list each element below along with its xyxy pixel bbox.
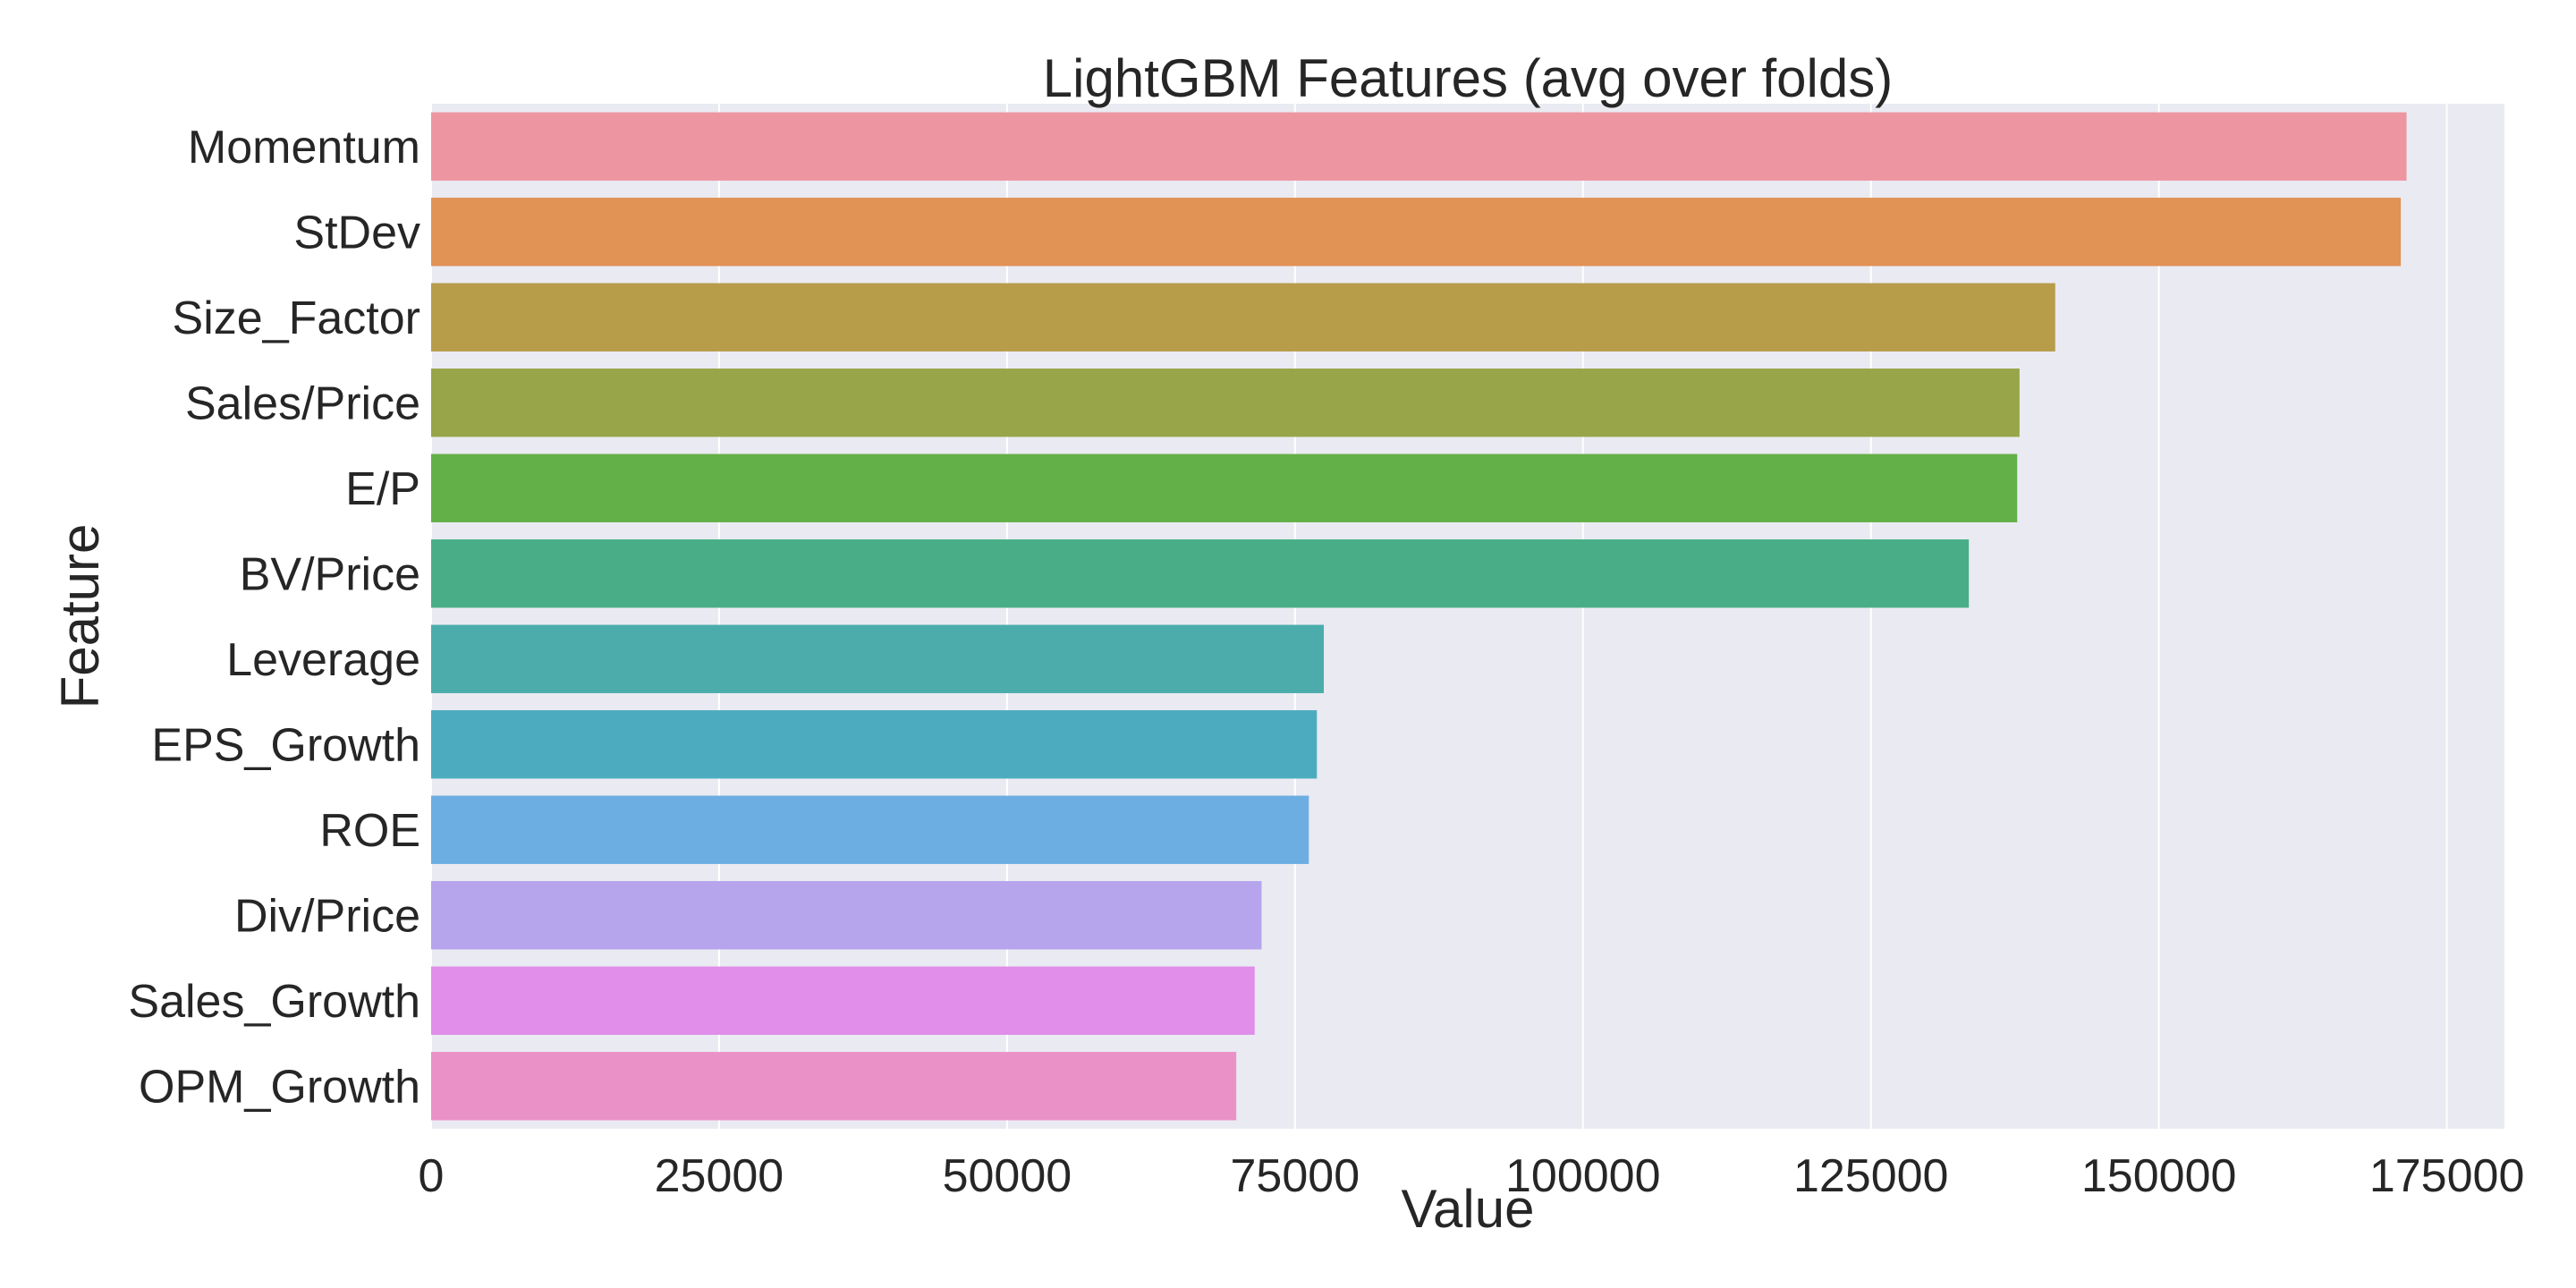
y-tick-label: Sales_Growth [128,976,420,1028]
y-tick-label: Momentum [188,122,420,174]
y-axis-title: Feature [50,524,110,709]
bar [431,112,2407,181]
bar [431,539,1970,608]
x-axis-title: Value [1401,1179,1534,1239]
x-tick-label: 0 [419,1150,445,1202]
chart-title: LightGBM Features (avg over folds) [1043,48,1893,108]
y-tick-labels: Momentum StDev Size_Factor Sales/Price E/P BV… [128,122,420,1114]
x-tick-label: 150000 [2081,1150,2237,1202]
grid-lines [430,104,2448,1129]
x-tick-label: 100000 [1505,1150,1661,1202]
y-tick-label: Leverage [226,634,420,686]
y-tick-label: Div/Price [234,890,420,942]
bar [431,198,2402,267]
bar [431,624,1325,693]
bar [431,795,1309,864]
x-tick-labels: 0 25000 50000 75000 100000 125000 150000 175000 [419,1150,2525,1202]
y-tick-label: BV/Price [240,548,420,600]
bar [431,710,1318,779]
x-tick-label: 175000 [2369,1150,2525,1202]
bar [431,881,1262,950]
bar [431,1052,1237,1121]
y-tick-label: E/P [345,463,420,515]
bar [431,283,2055,352]
y-tick-label: Sales/Price [185,377,420,429]
bar [431,966,1255,1035]
x-tick-label: 50000 [943,1150,1072,1202]
bar [431,453,2018,522]
x-tick-label: 25000 [655,1150,784,1202]
y-tick-label: Size_Factor [173,292,420,344]
bars [431,112,2407,1121]
y-tick-label: OPM_Growth [139,1061,420,1113]
y-tick-label: ROE [319,805,420,857]
x-tick-label: 75000 [1231,1150,1360,1202]
x-tick-label: 125000 [1793,1150,1949,1202]
y-tick-label: EPS_Growth [151,719,420,771]
bar [431,369,2020,437]
y-tick-label: StDev [293,207,420,258]
